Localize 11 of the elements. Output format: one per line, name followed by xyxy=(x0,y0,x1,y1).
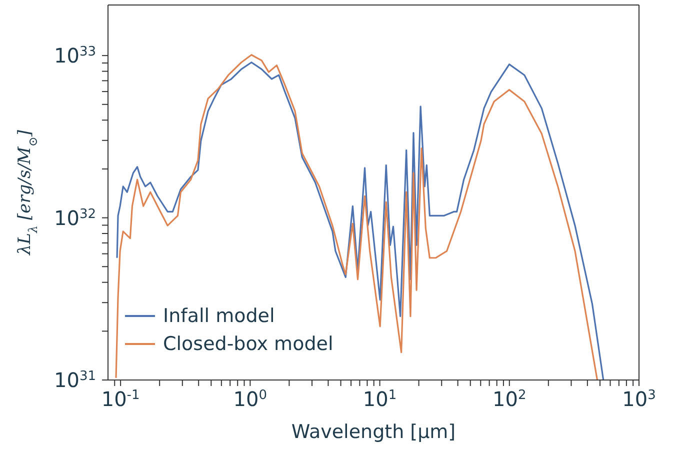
x-tick-label: 10$^{3}$ xyxy=(622,387,656,411)
x-tick-label: 10$^{0}$ xyxy=(233,387,268,411)
y-tick-label: 10$^{33}$ xyxy=(54,44,96,68)
legend-label: Infall model xyxy=(163,304,275,329)
x-tick-label: 10$^{2}$ xyxy=(492,387,526,411)
x-tick-label: 10$^{-1}$ xyxy=(101,387,140,411)
x-tick-label: 10$^{1}$ xyxy=(362,387,397,411)
y-tick-label: 10$^{32}$ xyxy=(54,206,96,230)
y-tick-label: 10$^{31}$ xyxy=(54,368,96,392)
legend-label: Closed-box model xyxy=(163,332,334,357)
x-axis-title: Wavelength [μm] xyxy=(291,421,456,443)
